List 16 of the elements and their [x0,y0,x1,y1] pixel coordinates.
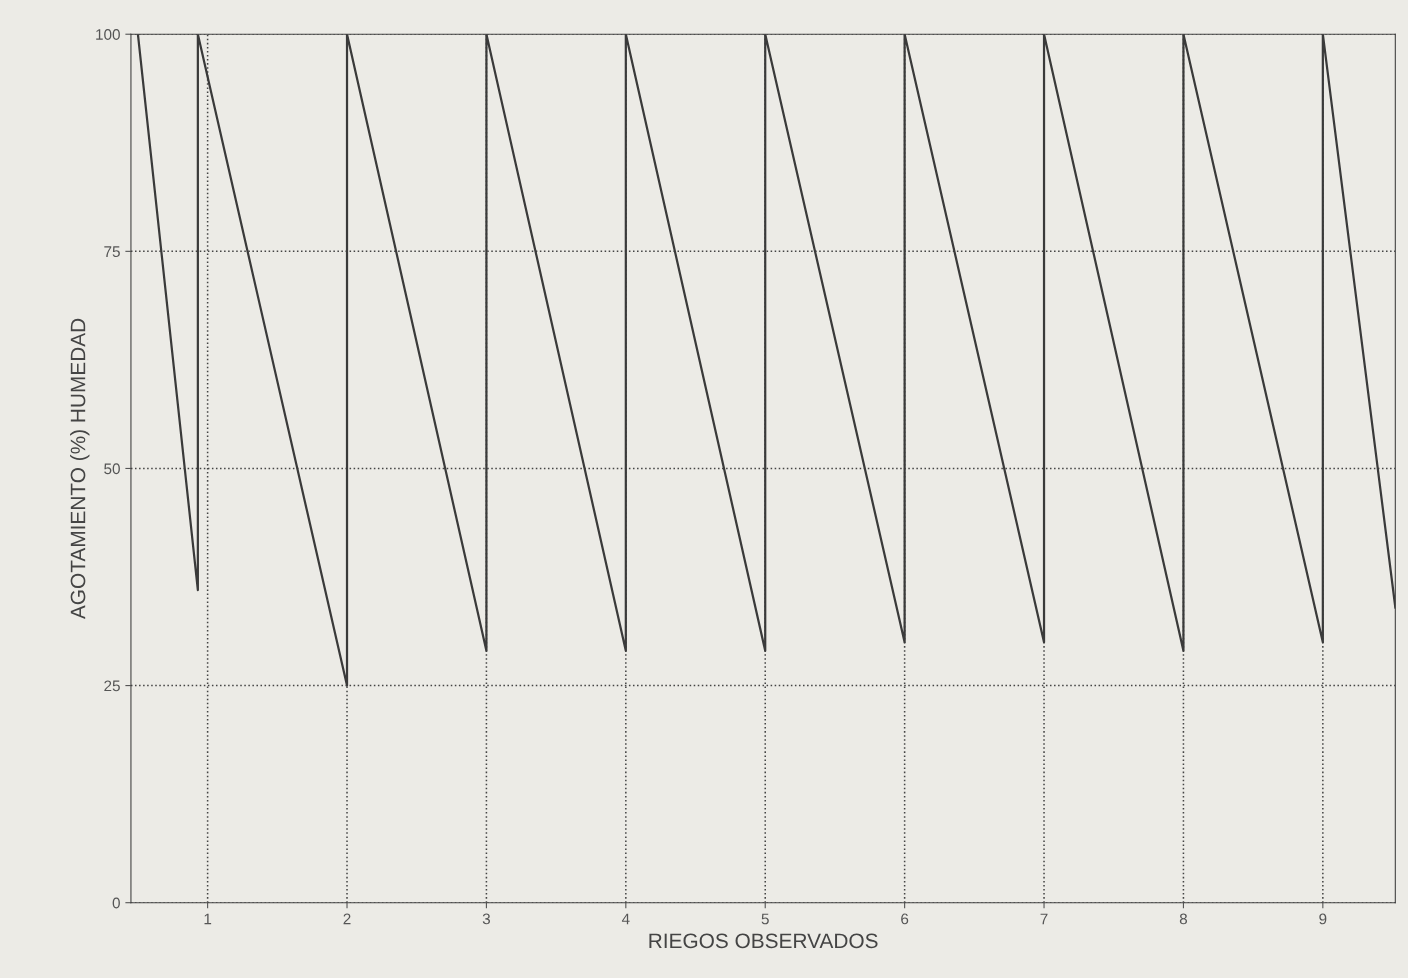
x-tick-label: 7 [1040,913,1048,925]
y-tick-label: 75 [104,246,120,258]
x-axis-title: RIEGOS OBSERVADOS [649,933,878,949]
y-tick-label: 25 [104,680,120,692]
y-tick-label: 0 [112,897,120,909]
y-tick-label: 50 [104,463,120,475]
x-tick-label: 1 [204,913,212,925]
x-tick-label: 5 [761,913,769,925]
x-tick-label: 2 [343,913,351,925]
x-tick-label: 4 [621,913,630,925]
x-tick-label: 9 [1319,913,1327,925]
y-axis-title: AGOTAMIENTO (%) HUMEDAD [70,318,90,620]
x-tick-label: 3 [482,913,490,925]
y-tick-label: 100 [96,29,120,40]
x-tick-label: 6 [901,913,909,925]
x-tick-label: 8 [1179,913,1188,925]
